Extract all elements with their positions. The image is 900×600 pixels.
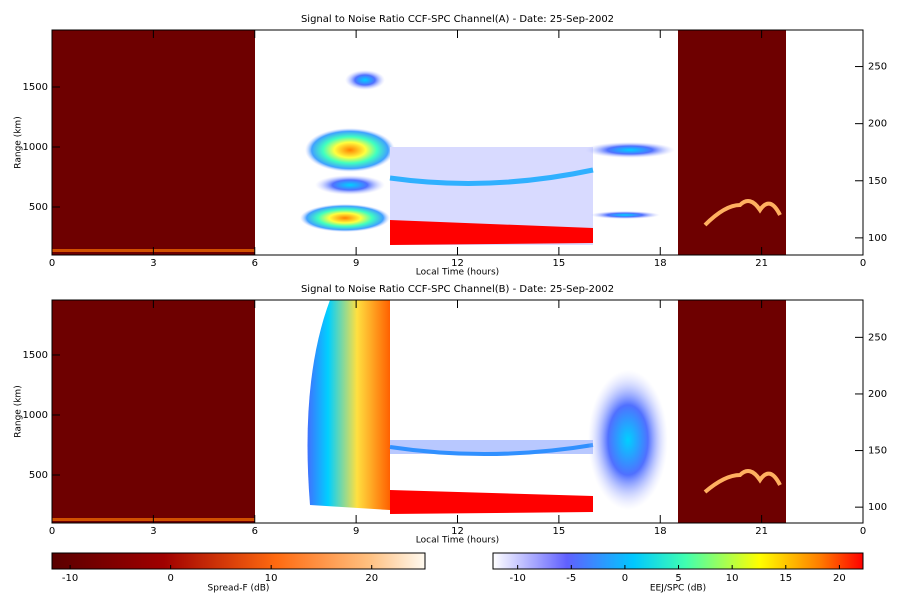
x-tick-label: 9 [353, 258, 359, 269]
x-tick-label: 0 [49, 258, 55, 269]
x-tick-label: 15 [553, 526, 566, 537]
colorbar-tick-label: 5 [675, 573, 681, 584]
x-tick-label: 12 [451, 526, 464, 537]
chart-title: Signal to Noise Ratio CCF-SPC Channel(B)… [301, 284, 614, 295]
colorbar [492, 552, 864, 570]
x-tick-label: 18 [654, 526, 667, 537]
y-tick-label: 500 [29, 470, 48, 481]
y-axis-label: Range (km) [14, 385, 24, 437]
colorbar-tick-label: -10 [62, 573, 78, 584]
x-tick-label: 0 [860, 258, 866, 269]
y-tick-label: 1500 [23, 350, 48, 361]
colorbar-tick-label: 20 [365, 573, 378, 584]
x-tick-label: 15 [553, 258, 566, 269]
x-tick-label: 12 [451, 258, 464, 269]
x-axis-label: Local Time (hours) [416, 536, 499, 546]
y2-tick-label: 200 [868, 119, 887, 130]
colorbar-tick-label: 15 [779, 573, 792, 584]
x-tick-label: 9 [353, 526, 359, 537]
x-tick-label: 0 [860, 526, 866, 537]
y2-tick-label: 200 [868, 389, 887, 400]
colorbar-tick-label: -5 [566, 573, 576, 584]
x-tick-label: 3 [150, 526, 156, 537]
x-tick-label: 21 [755, 526, 768, 537]
x-tick-label: 6 [252, 258, 258, 269]
y-axis-label: Range (km) [14, 116, 24, 168]
y-tick-label: 1000 [23, 142, 48, 153]
x-tick-label: 21 [755, 258, 768, 269]
colorbar-tick-label: -10 [509, 573, 525, 584]
y2-tick-label: 150 [868, 176, 887, 187]
x-tick-label: 6 [252, 526, 258, 537]
y2-tick-label: 250 [868, 332, 887, 343]
colorbar [51, 552, 426, 570]
colorbar-tick-label: 10 [726, 573, 739, 584]
colorbar-tick-label: 0 [167, 573, 173, 584]
y2-tick-label: 150 [868, 446, 887, 457]
colorbar-label: EEJ/SPC (dB) [650, 584, 706, 594]
x-tick-label: 18 [654, 258, 667, 269]
x-axis-label: Local Time (hours) [416, 268, 499, 278]
colorbar-tick-label: 0 [622, 573, 628, 584]
y-tick-label: 1500 [23, 82, 48, 93]
x-tick-label: 3 [150, 258, 156, 269]
colorbar-label: Spread-F (dB) [208, 584, 270, 594]
y-tick-label: 500 [29, 202, 48, 213]
x-tick-label: 0 [49, 526, 55, 537]
y-tick-label: 1000 [23, 410, 48, 421]
image-b [52, 300, 786, 523]
y2-tick-label: 250 [868, 62, 887, 73]
chart-title: Signal to Noise Ratio CCF-SPC Channel(A)… [301, 14, 614, 25]
y2-tick-label: 100 [868, 502, 887, 513]
colorbar-tick-label: 20 [833, 573, 846, 584]
colorbar-tick-label: 10 [265, 573, 278, 584]
y2-tick-label: 100 [868, 233, 887, 244]
image-a [52, 30, 786, 255]
